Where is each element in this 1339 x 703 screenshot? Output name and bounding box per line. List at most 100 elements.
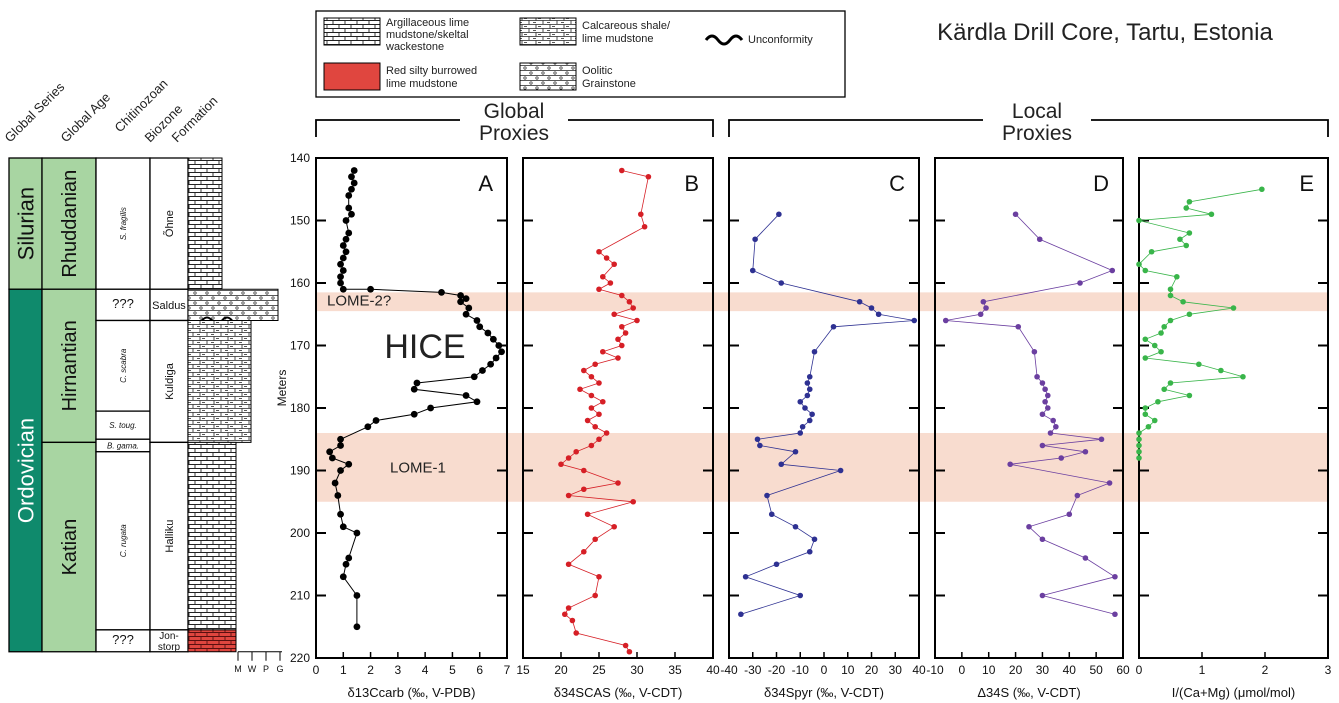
lith-saldus <box>187 288 279 321</box>
data-point-C-29 <box>806 548 813 555</box>
data-point-D-28 <box>1026 523 1032 530</box>
group-label-0-0: Global <box>484 100 545 123</box>
biozone-cell-2 <box>95 319 151 412</box>
panel-letter-E: E <box>1299 171 1314 196</box>
legend-label-shale: Calcareous shale/ lime mudstone <box>582 20 673 45</box>
lith-kuldiga <box>187 320 252 443</box>
data-point-E-38 <box>1136 448 1142 455</box>
biozone-cell-5 <box>95 451 151 631</box>
data-point-D-0 <box>1012 211 1019 218</box>
data-point-C-30 <box>773 561 780 568</box>
data-point-E-15 <box>1230 305 1237 311</box>
series-label-1: Ordovician <box>14 418 39 523</box>
data-point-B-10 <box>619 292 625 299</box>
ytick-label-5: 190 <box>290 464 310 478</box>
data-point-E-31 <box>1142 405 1149 411</box>
data-point-B-44 <box>611 523 617 530</box>
legend: Argillaceous lime mudstone/skeltal wacke… <box>315 10 846 98</box>
data-point-B-18 <box>619 342 625 349</box>
data-point-E-0 <box>1259 186 1265 193</box>
data-point-C-18 <box>799 423 806 430</box>
data-point-C-20 <box>754 436 761 443</box>
data-point-E-12 <box>1167 286 1174 293</box>
data-point-D-5 <box>983 305 989 311</box>
biozone-label-1: ??? <box>112 296 134 311</box>
data-point-C-12 <box>806 386 813 393</box>
formation-label-0: Õhne <box>163 210 176 237</box>
legend-label-unconformity: Unconformity <box>748 34 813 46</box>
data-point-E-8 <box>1148 248 1155 255</box>
data-point-E-2 <box>1183 205 1190 211</box>
data-point-A-11 <box>342 248 350 256</box>
xtick-label-C-3: -10 <box>792 663 810 677</box>
data-point-A-1 <box>348 173 355 181</box>
age-label-2: Katian <box>59 519 81 576</box>
data-point-B-8 <box>607 280 614 286</box>
panel-letter-D: D <box>1093 171 1109 196</box>
data-point-D-19 <box>1047 430 1054 436</box>
data-point-A-8 <box>345 229 353 237</box>
age-label-0: Rhuddanian <box>59 170 81 278</box>
grain-scale-label-1: W <box>248 664 257 674</box>
grain-scale-label-3: G <box>276 664 283 674</box>
legend-swatch-unconformity <box>704 34 744 46</box>
data-point-C-23 <box>778 461 785 468</box>
data-point-B-20 <box>615 355 621 361</box>
data-point-B-55 <box>626 648 633 655</box>
data-point-C-16 <box>809 411 815 418</box>
data-point-A-17 <box>339 285 347 293</box>
data-point-E-22 <box>1158 348 1164 355</box>
data-point-D-7 <box>942 317 949 324</box>
data-point-D-23 <box>1058 455 1065 461</box>
legend-label-oolite: Oolitic Grainstone <box>582 65 636 90</box>
xtick-label-A-3: 3 <box>395 663 402 677</box>
data-point-D-9 <box>1031 348 1038 355</box>
header-global-age: Global Age <box>58 90 114 146</box>
xtick-label-C-6: 20 <box>865 663 879 677</box>
xtick-label-D-6: 50 <box>1089 663 1103 677</box>
panel-E: 0 1 2 3 I/(Ca+Mg) (μmol/mol) E <box>1136 157 1332 700</box>
xtick-label-C-1: -30 <box>744 663 762 677</box>
data-point-D-24 <box>1007 461 1013 468</box>
xtick-label-A-7: 7 <box>504 663 511 677</box>
panel-frame-B <box>522 157 714 659</box>
data-point-C-17 <box>806 417 813 424</box>
xtick-label-B-5: 40 <box>706 663 720 677</box>
data-point-D-11 <box>1039 380 1046 386</box>
data-point-E-4 <box>1136 217 1142 224</box>
formation-cell-0 <box>149 157 189 290</box>
data-point-B-41 <box>565 492 572 499</box>
biozone-label-2: C. scabra <box>119 348 128 383</box>
xtick-label-D-0: -10 <box>926 663 944 677</box>
biozone-label-0: S. fragilis <box>119 207 128 240</box>
data-point-B-2 <box>638 211 644 218</box>
data-point-B-13 <box>611 311 617 318</box>
data-point-C-6 <box>875 311 882 318</box>
data-point-A-45 <box>326 448 334 456</box>
data-point-A-22 <box>457 298 465 306</box>
data-point-C-0 <box>776 211 782 218</box>
ytick-label-7: 210 <box>290 589 310 603</box>
data-point-A-56 <box>339 573 347 581</box>
data-point-D-16 <box>1039 411 1046 418</box>
data-point-B-14 <box>634 317 640 324</box>
data-point-B-39 <box>615 480 621 486</box>
xtick-label-D-4: 30 <box>1036 663 1050 677</box>
xtick-label-B-1: 20 <box>554 663 568 677</box>
xlabel-D: Δ34S (‰, V-CDT) <box>977 685 1080 700</box>
data-point-A-40 <box>410 410 418 418</box>
data-point-A-5 <box>345 204 353 212</box>
panel-D: -10 0 10 20 30 40 50 60 Δ34S (‰, V-CDT) D <box>926 157 1130 700</box>
data-point-A-31 <box>492 354 500 362</box>
series-cell-1 <box>8 288 43 653</box>
data-point-A-48 <box>337 467 344 474</box>
data-point-D-6 <box>977 311 984 318</box>
data-point-A-20 <box>457 292 465 299</box>
data-point-E-10 <box>1142 267 1149 274</box>
grain-scale-label-0: M <box>234 664 242 674</box>
data-point-A-7 <box>342 217 350 224</box>
data-point-A-54 <box>345 554 353 562</box>
data-point-C-25 <box>764 492 770 499</box>
